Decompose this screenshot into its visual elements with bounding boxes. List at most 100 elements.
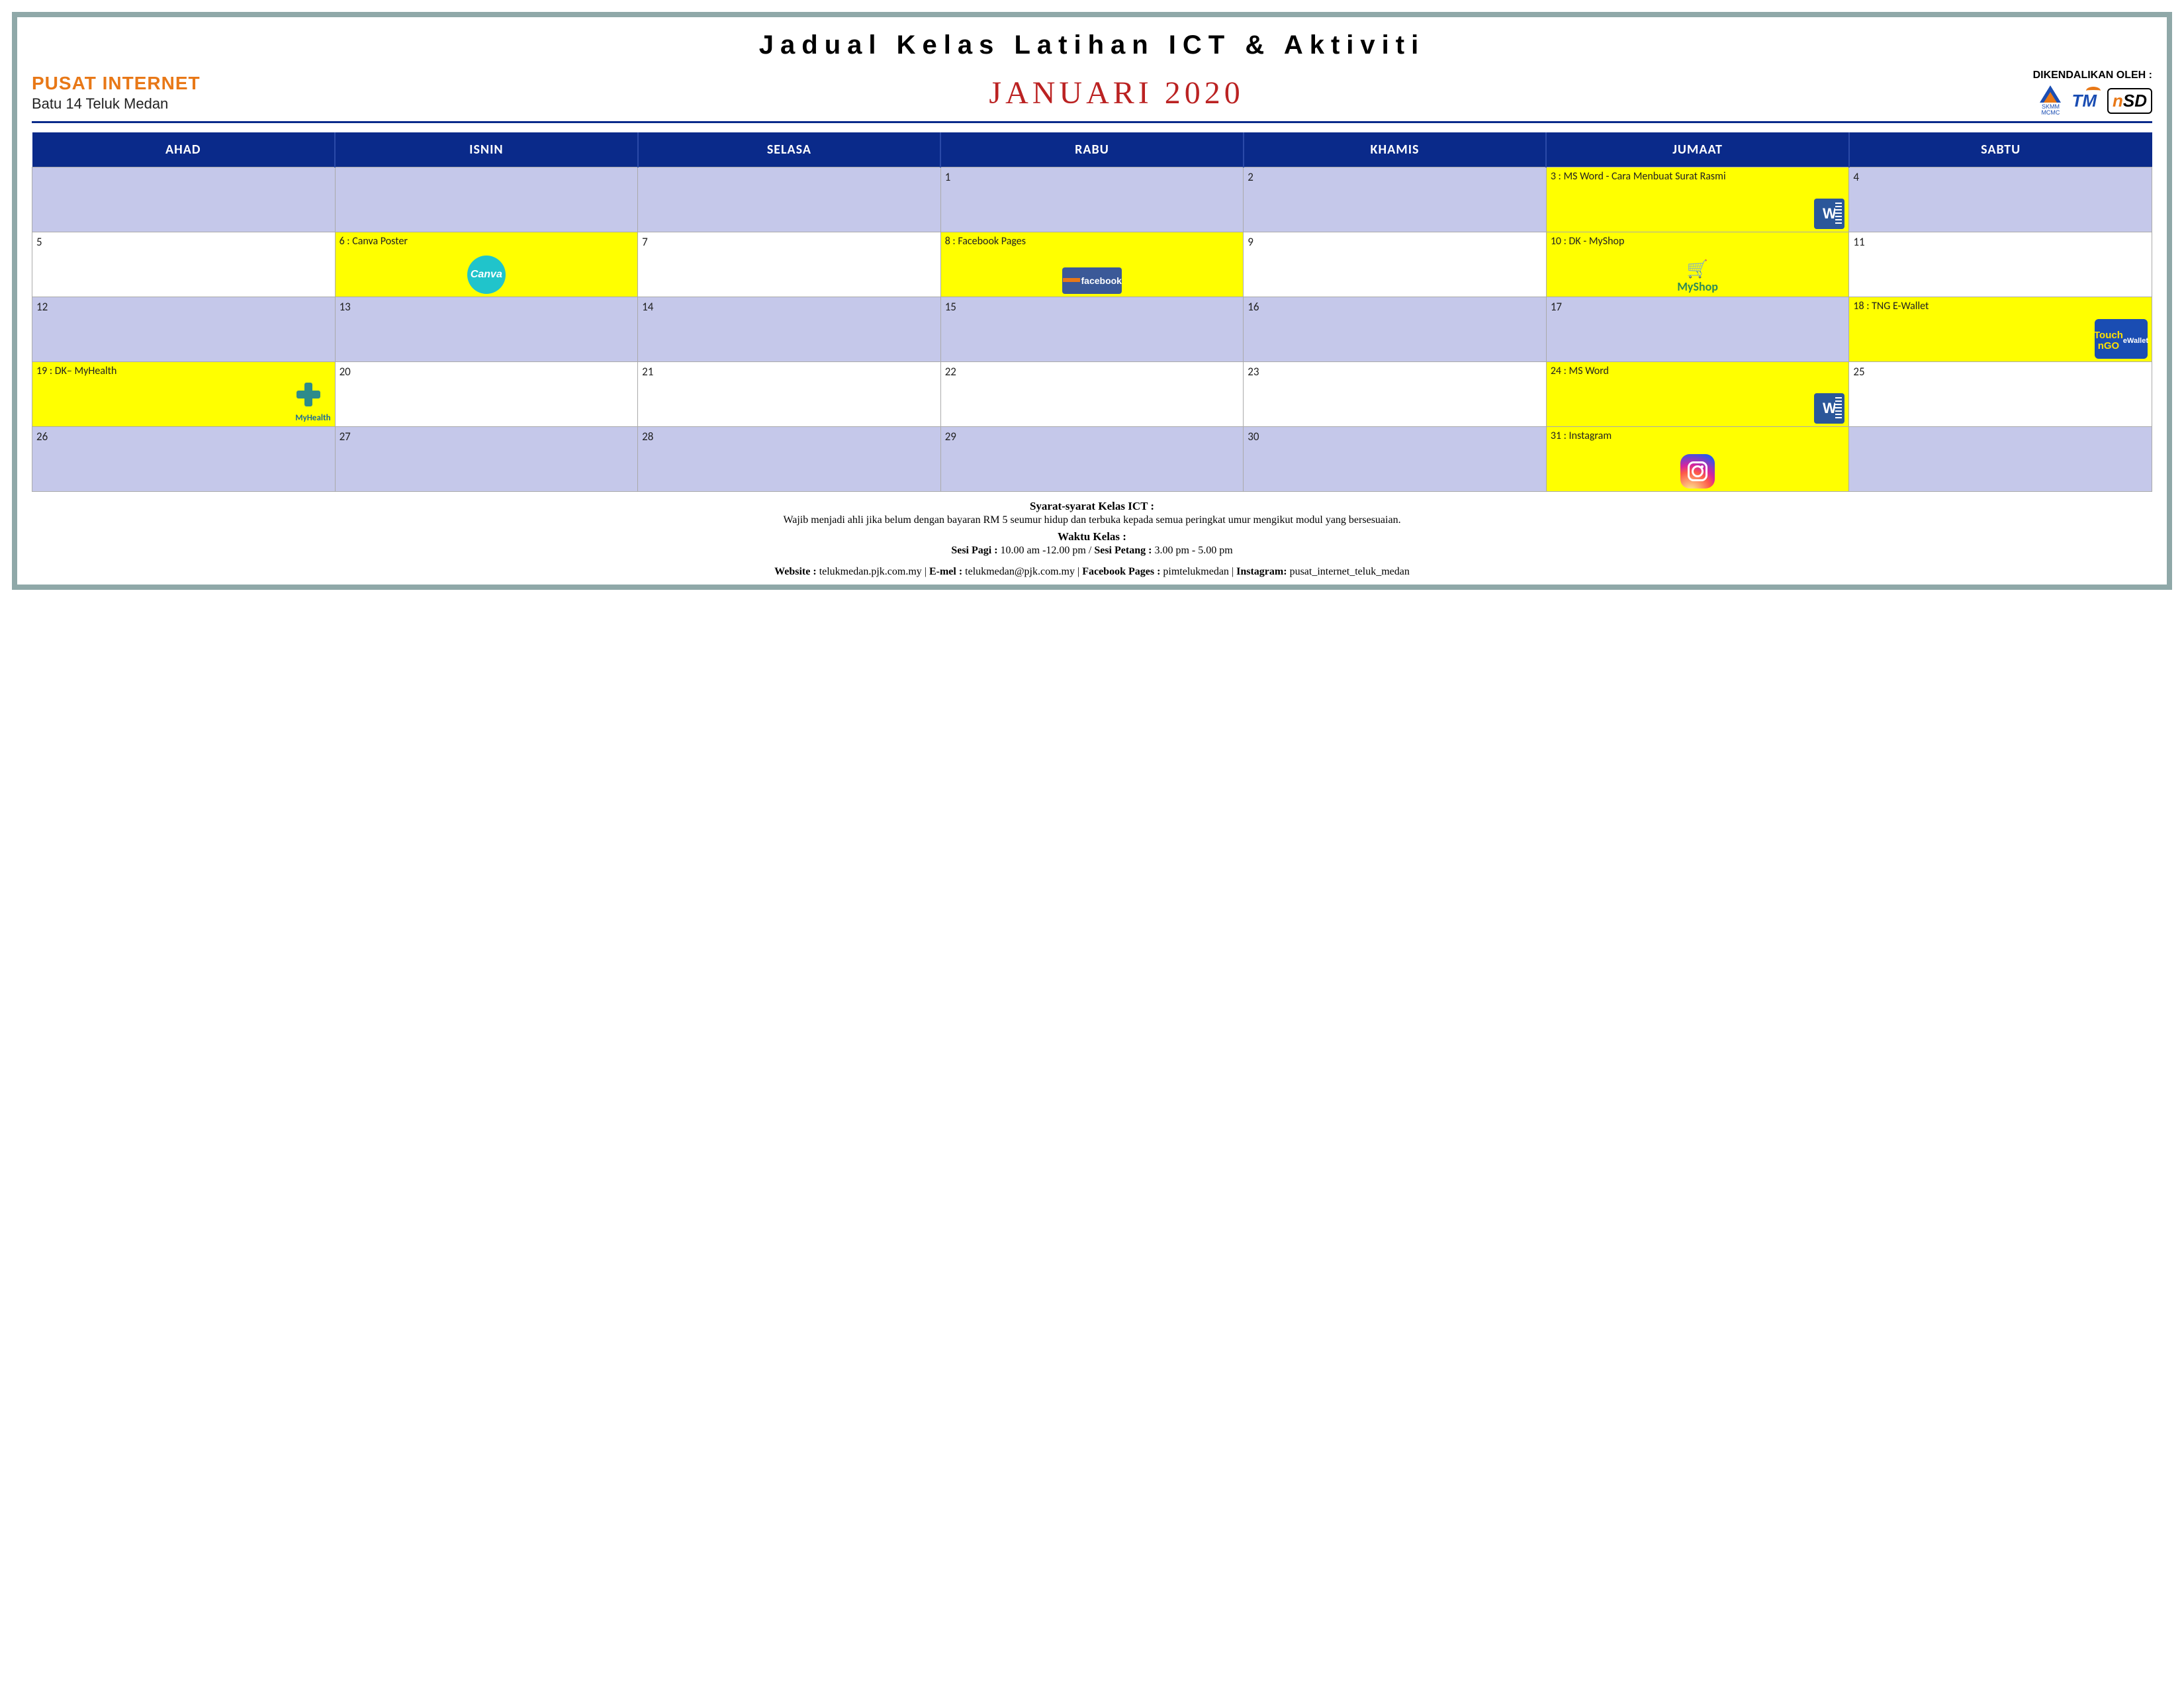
day-number: 1 <box>945 170 951 184</box>
event-text: 18 : TNG E-Wallet <box>1853 300 1929 312</box>
document-frame: Jadual Kelas Latihan ICT & Aktiviti PUSA… <box>12 12 2172 590</box>
day-number: 23 <box>1248 365 1259 379</box>
day-number: 12 <box>36 300 48 314</box>
calendar-day-cell <box>335 167 638 232</box>
event-text: 3 : MS Word - Cara Menbuat Surat Rasmi <box>1551 170 1726 183</box>
calendar-day-cell: 11 <box>1849 232 2152 297</box>
event-text: 31 : Instagram <box>1551 430 1612 442</box>
calendar-day-cell: 15 <box>940 297 1244 362</box>
day-number: 30 <box>1248 430 1259 444</box>
calendar-day-cell: 9 <box>1244 232 1547 297</box>
calendar-week-row: 262728293031 : Instagram <box>32 427 2152 492</box>
canva-icon: Canva <box>336 256 638 294</box>
calendar-event-cell: 6 : Canva Poster Canva <box>335 232 638 297</box>
operated-by-label: DIKENDALIKAN OLEH : <box>2033 70 2152 81</box>
day-number: 15 <box>945 300 956 314</box>
calendar-event-cell: 10 : DK - MyShop 🛒MyShop <box>1546 232 1849 297</box>
calendar-week-row: 5 6 : Canva Poster Canva 7 8 : Facebook Page… <box>32 232 2152 297</box>
event-text: 6 : Canva Poster <box>340 235 408 248</box>
calendar-day-cell: 17 <box>1546 297 1849 362</box>
calendar-event-cell: 24 : MS Word W <box>1546 362 1849 427</box>
day-header: AHAD <box>32 132 336 167</box>
calendar-header-row: AHADISNINSELASARABUKHAMISJUMAATSABTU <box>32 132 2152 167</box>
day-number: 29 <box>945 430 956 444</box>
calendar-day-cell: 28 <box>638 427 941 492</box>
event-text: 10 : DK - MyShop <box>1551 235 1625 248</box>
calendar-day-cell: 16 <box>1244 297 1547 362</box>
day-number: 11 <box>1853 235 1864 249</box>
calendar-day-cell <box>32 167 336 232</box>
event-text: 19 : DK– MyHealth <box>36 365 116 377</box>
ms-word-icon: W <box>1814 199 1844 229</box>
day-header: KHAMIS <box>1244 132 1547 167</box>
calendar-event-cell: 31 : Instagram <box>1546 427 1849 492</box>
day-header: SABTU <box>1849 132 2152 167</box>
calendar-day-cell: 23 <box>1244 362 1547 427</box>
day-header: SELASA <box>638 132 941 167</box>
day-number: 21 <box>642 365 653 379</box>
myshop-icon: 🛒MyShop <box>1547 258 1849 294</box>
day-number: 22 <box>945 365 956 379</box>
divider-line <box>32 121 2152 123</box>
tng-ewallet-icon: TouchnGOeWallet <box>2095 319 2148 359</box>
calendar-day-cell <box>1849 427 2152 492</box>
myhealth-icon: MyHealth <box>295 381 330 424</box>
main-title: Jadual Kelas Latihan ICT & Aktiviti <box>32 30 2152 60</box>
day-header: RABU <box>940 132 1244 167</box>
terms-title: Syarat-syarat Kelas ICT : <box>32 500 2152 513</box>
day-number: 5 <box>36 235 42 249</box>
day-header: ISNIN <box>335 132 638 167</box>
calendar-week-row: 19 : DK– MyHealth MyHealth20 21 22 23 24 : MS… <box>32 362 2152 427</box>
day-number: 7 <box>642 235 648 249</box>
calendar-day-cell: 27 <box>335 427 638 492</box>
calendar-week-row: 12 13 14 15 16 17 18 : TNG E-Wallet TouchnGOeWa… <box>32 297 2152 362</box>
time-body: Sesi Pagi : 10.00 am -12.00 pm / Sesi Pe… <box>32 545 2152 557</box>
contacts-line: Website : telukmedan.pjk.com.my | E-mel … <box>32 566 2152 578</box>
day-number: 17 <box>1551 300 1562 314</box>
terms-body: Wajib menjadi ahli jika belum dengan bay… <box>32 514 2152 526</box>
skmm-mcmc-logo-icon: SKMMMCMC <box>2040 85 2061 116</box>
day-number: 4 <box>1853 170 1859 184</box>
calendar-event-cell: 8 : Facebook Pagesfacebook <box>940 232 1244 297</box>
calendar-day-cell: 13 <box>335 297 638 362</box>
calendar-day-cell: 20 <box>335 362 638 427</box>
month-title: JANUARI 2020 <box>214 75 2020 111</box>
calendar-week-row: 1 2 3 : MS Word - Cara Menbuat Surat Rasmi… <box>32 167 2152 232</box>
calendar-event-cell: 3 : MS Word - Cara Menbuat Surat Rasmi W <box>1546 167 1849 232</box>
ms-word-icon: W <box>1814 393 1844 424</box>
org-name: PUSAT INTERNET <box>32 73 201 94</box>
tm-logo-icon: TM <box>2071 91 2097 111</box>
calendar-day-cell: 25 <box>1849 362 2152 427</box>
calendar-day-cell <box>638 167 941 232</box>
day-number: 9 <box>1248 235 1253 249</box>
calendar-day-cell: 7 <box>638 232 941 297</box>
nsd-logo-icon: nSD <box>2107 88 2152 114</box>
calendar-day-cell: 30 <box>1244 427 1547 492</box>
org-block: PUSAT INTERNET Batu 14 Teluk Medan <box>32 73 201 113</box>
calendar-day-cell: 5 <box>32 232 336 297</box>
event-text: 8 : Facebook Pages <box>945 235 1026 248</box>
day-number: 25 <box>1853 365 1864 379</box>
day-number: 28 <box>642 430 653 444</box>
calendar-event-cell: 18 : TNG E-Wallet TouchnGOeWallet <box>1849 297 2152 362</box>
calendar-table: AHADISNINSELASARABUKHAMISJUMAATSABTU 123… <box>32 132 2152 492</box>
operated-by-block: DIKENDALIKAN OLEH : SKMMMCMC TM nSD <box>2033 70 2152 116</box>
day-number: 13 <box>340 300 351 314</box>
logo-row: SKMMMCMC TM nSD <box>2033 85 2152 116</box>
day-number: 2 <box>1248 170 1253 184</box>
calendar-day-cell: 4 <box>1849 167 2152 232</box>
event-text: 24 : MS Word <box>1551 365 1609 377</box>
header-row: PUSAT INTERNET Batu 14 Teluk Medan JANUA… <box>32 70 2152 116</box>
calendar-day-cell: 21 <box>638 362 941 427</box>
calendar-day-cell: 14 <box>638 297 941 362</box>
calendar-event-cell: 19 : DK– MyHealth MyHealth <box>32 362 336 427</box>
day-number: 27 <box>340 430 351 444</box>
footer-info: Syarat-syarat Kelas ICT : Wajib menjadi … <box>32 500 2152 557</box>
calendar-day-cell: 1 <box>940 167 1244 232</box>
calendar-day-cell: 12 <box>32 297 336 362</box>
calendar-day-cell: 22 <box>940 362 1244 427</box>
day-number: 16 <box>1248 300 1259 314</box>
calendar-day-cell: 29 <box>940 427 1244 492</box>
day-number: 14 <box>642 300 653 314</box>
day-header: JUMAAT <box>1546 132 1849 167</box>
